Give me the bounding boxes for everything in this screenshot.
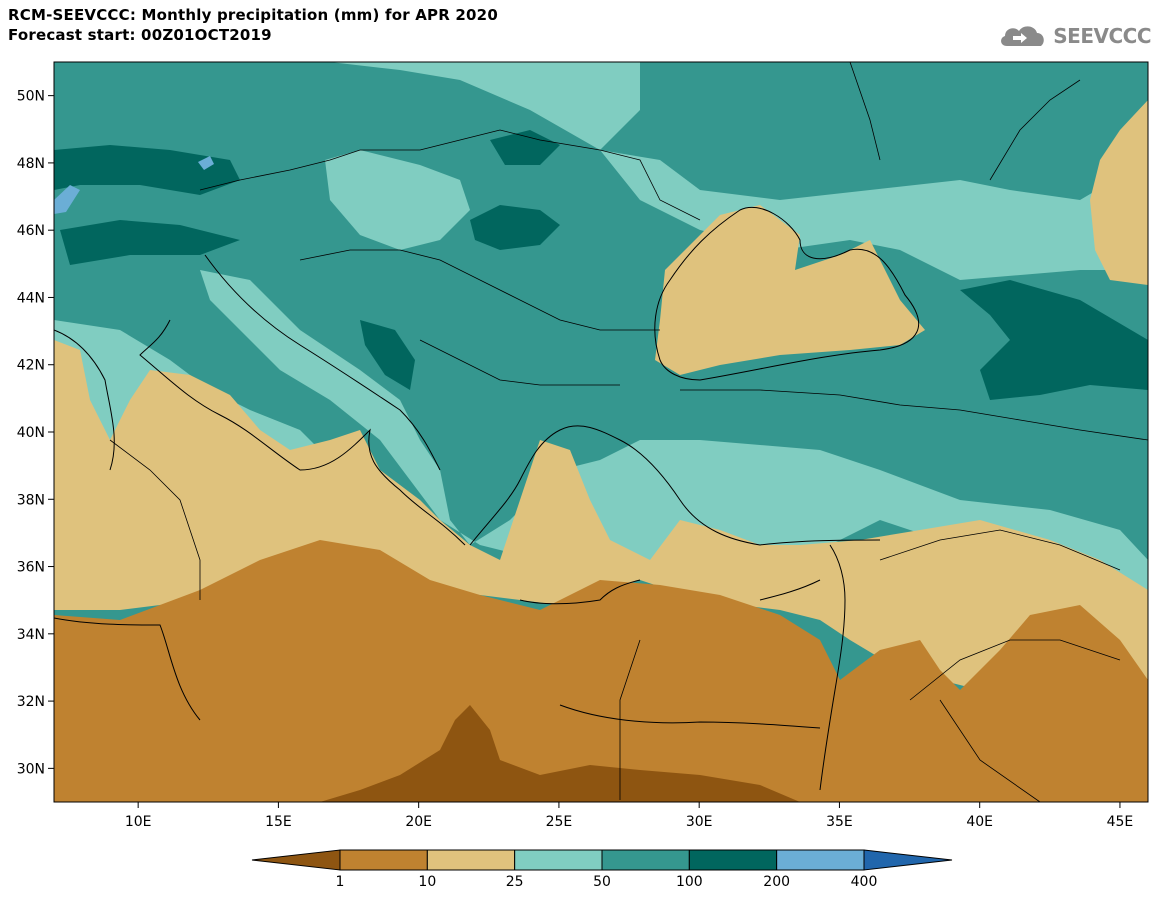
x-tick-label: 25E bbox=[546, 814, 573, 830]
colorbar-level-label: 1 bbox=[335, 874, 345, 890]
tan-region-east bbox=[1090, 100, 1148, 285]
colorbar-box bbox=[339, 849, 428, 871]
light-teal-region-hungary bbox=[325, 150, 470, 250]
colorbar-box bbox=[426, 849, 516, 871]
dark-brown-region-libya bbox=[320, 705, 800, 802]
y-tick-label: 32N bbox=[17, 694, 45, 710]
y-tick-label: 46N bbox=[17, 223, 45, 239]
brown-region-africa bbox=[54, 540, 1148, 802]
colorbar-box bbox=[688, 849, 778, 871]
tan-region-mediterranean bbox=[54, 340, 1148, 690]
axis-ticks: 50N 48N 46N 44N 42N 40N 38N 36N 34N 32N 30N 10E 15E 2… bbox=[17, 89, 1134, 830]
dark-teal-patch-montenegro bbox=[360, 320, 415, 390]
seevccc-logo: SEEVCCC bbox=[997, 22, 1151, 50]
dark-teal-patch-carpathians bbox=[470, 205, 560, 250]
dark-teal-patch-caucasus bbox=[960, 280, 1148, 400]
colorbar-level-label: 50 bbox=[593, 874, 611, 890]
colorbar-box bbox=[776, 849, 865, 871]
light-teal-region-adriatic bbox=[200, 270, 1148, 650]
y-tick-label: 50N bbox=[17, 89, 45, 105]
colorbar-level-label: 25 bbox=[505, 874, 524, 890]
x-tick-label: 15E bbox=[265, 814, 292, 830]
y-tick-label: 36N bbox=[17, 560, 45, 576]
dark-teal-patch-alps-south bbox=[60, 220, 240, 265]
colorbar-low-extend bbox=[251, 849, 341, 871]
country-borders bbox=[109, 62, 1148, 802]
x-tick-label: 30E bbox=[686, 814, 713, 830]
x-tick-label: 35E bbox=[826, 814, 853, 830]
blue-spot-alps-west bbox=[54, 185, 80, 214]
light-teal-region-north bbox=[330, 62, 1148, 280]
dark-teal-patch-north bbox=[490, 130, 560, 165]
tan-region-black-sea bbox=[655, 205, 925, 375]
y-tick-label: 42N bbox=[17, 358, 45, 374]
colorbar-high-extend bbox=[863, 849, 953, 871]
colorbar-level-label: 200 bbox=[763, 874, 791, 890]
y-tick-label: 38N bbox=[17, 492, 45, 508]
colorbar-level-label: 400 bbox=[850, 874, 878, 890]
colorbar-level-label: 10 bbox=[418, 874, 437, 890]
precipitation-field bbox=[54, 62, 1148, 802]
x-tick-label: 40E bbox=[966, 814, 993, 830]
chart-title: RCM-SEEVCCC: Monthly precipitation (mm) … bbox=[8, 6, 498, 24]
x-tick-label: 10E bbox=[125, 814, 152, 830]
y-tick-label: 34N bbox=[17, 627, 45, 643]
logo-text: SEEVCCC bbox=[1053, 24, 1151, 48]
y-tick-label: 44N bbox=[17, 290, 45, 306]
y-tick-label: 40N bbox=[17, 425, 45, 441]
blue-spot-alps-east bbox=[198, 156, 214, 170]
colorbar-level-label: 100 bbox=[675, 874, 703, 890]
x-tick-label: 20E bbox=[405, 814, 432, 830]
dark-teal-patch-alps bbox=[54, 145, 240, 195]
y-tick-label: 30N bbox=[17, 761, 45, 777]
colorbar-box bbox=[601, 849, 690, 871]
cloud-icon bbox=[1001, 26, 1045, 46]
colorbar bbox=[251, 849, 953, 871]
coastlines bbox=[54, 206, 920, 791]
colorbar-box bbox=[514, 849, 603, 871]
forecast-start-label: Forecast start: 00Z01OCT2019 bbox=[8, 26, 272, 44]
y-tick-label: 48N bbox=[17, 156, 45, 172]
x-tick-label: 45E bbox=[1107, 814, 1134, 830]
